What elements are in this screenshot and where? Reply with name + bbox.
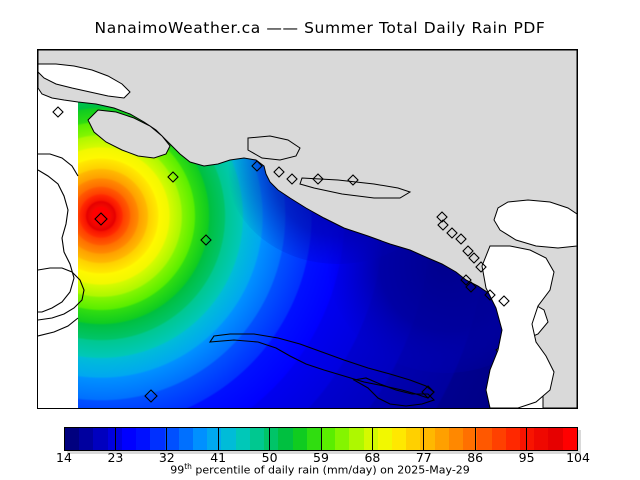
colorbar-band [235,428,250,450]
colorbar-band [363,428,378,450]
caption-percentile-suffix: th [184,462,192,471]
station-marker[interactable] [436,211,448,223]
colorbar-band [320,428,336,450]
colorbar-tick-label: 104 [566,450,590,465]
colorbar-tick-label: 86 [467,450,484,465]
colorbar-band [448,428,464,450]
colorbar-band [136,428,151,450]
colorbar-band [349,428,364,450]
colorbar-band [65,428,80,450]
colorbar-band [221,428,236,450]
colorbar-band [548,428,563,450]
colorbar-tick-labels: 14 23 32 41 50 59 68 77 86 95 104 [56,450,590,466]
colorbar-band [434,428,449,450]
colorbar-gradient[interactable] [64,427,578,451]
station-markers[interactable] [52,106,510,403]
colorbar-band [107,428,122,450]
colorbar-tick-label: 68 [364,450,381,465]
colorbar-band [505,428,520,450]
colorbar-tick-label: 14 [56,450,72,465]
colorbar-band [534,428,549,450]
colorbar-band [491,428,506,450]
station-marker[interactable] [52,106,64,118]
coastline-west-mainland [38,169,75,313]
station-marker[interactable] [462,245,474,257]
station-marker[interactable] [468,252,480,264]
colorbar-band [420,428,435,450]
coastline-west-nw-arc [38,153,79,177]
station-marker[interactable] [475,261,487,273]
colorbar-tick-label: 23 [107,450,124,465]
colorbar-band [463,428,478,450]
colorbar-band [520,428,535,450]
station-marker[interactable] [498,295,510,307]
land-layer [38,50,577,408]
station-marker[interactable] [251,160,263,172]
colorbar-band [377,428,393,450]
colorbar-band [335,428,350,450]
station-marker[interactable] [286,173,298,185]
colorbar-band [93,428,108,450]
colorbar-band [150,428,165,450]
colorbar-tick-label: 50 [261,450,278,465]
colorbar-band [164,428,179,450]
station-marker[interactable] [455,233,467,245]
station-marker[interactable] [465,281,477,293]
colorbar-tick-label: 95 [518,450,535,465]
colorbar[interactable] [64,427,581,454]
station-marker[interactable] [312,173,324,185]
colorbar-band [121,428,137,450]
colorbar-tick-label: 77 [415,450,432,465]
colorbar-band [392,428,407,450]
coastline-west-lower [38,317,79,337]
caption-percentile-number: 99 [170,463,185,477]
colorbar-band [406,428,421,450]
coastline-island-chain-south-lobe [352,377,436,407]
station-marker[interactable] [273,166,285,178]
colorbar-tick-label: 41 [210,450,227,465]
land-spit-east-bay [299,177,412,199]
colorbar-band [264,428,279,450]
colorbar-caption: 99th percentile of daily rain (mm/day) o… [0,462,640,477]
station-marker[interactable] [144,389,158,403]
station-marker[interactable] [421,385,435,399]
station-marker[interactable] [484,289,496,301]
station-marker[interactable] [437,219,449,231]
land-mainland-southeast [493,199,577,249]
caption-text: percentile of daily rain (mm/day) on 202… [191,463,470,477]
colorbar-tick-label: 32 [158,450,175,465]
colorbar-band [278,428,293,450]
page-title: NanaimoWeather.ca —— Summer Total Daily … [94,19,546,37]
station-marker[interactable] [460,274,472,286]
map-panel[interactable] [37,49,578,409]
station-marker[interactable] [446,227,458,239]
inlet-northwest [38,63,131,99]
colorbar-band [249,428,265,450]
land-mainland-south [481,245,555,408]
colorbar-tick-label: 59 [313,450,329,465]
colorbar-band [477,428,492,450]
land-island-mid-north [247,135,301,161]
colorbar-band [207,428,222,450]
map-canvas[interactable] [38,50,577,408]
station-marker[interactable] [167,171,179,183]
colorbar-band [292,428,307,450]
colorbar-band [562,428,577,450]
colorbar-band [306,428,321,450]
station-marker[interactable] [94,212,108,226]
land-peninsula-north [87,109,171,159]
colorbar-band [178,428,193,450]
coastline-west-inlet [38,267,85,321]
station-marker[interactable] [200,234,212,246]
station-marker[interactable] [347,174,359,186]
colorbar-band [79,428,94,450]
colorbar-band [192,428,208,450]
